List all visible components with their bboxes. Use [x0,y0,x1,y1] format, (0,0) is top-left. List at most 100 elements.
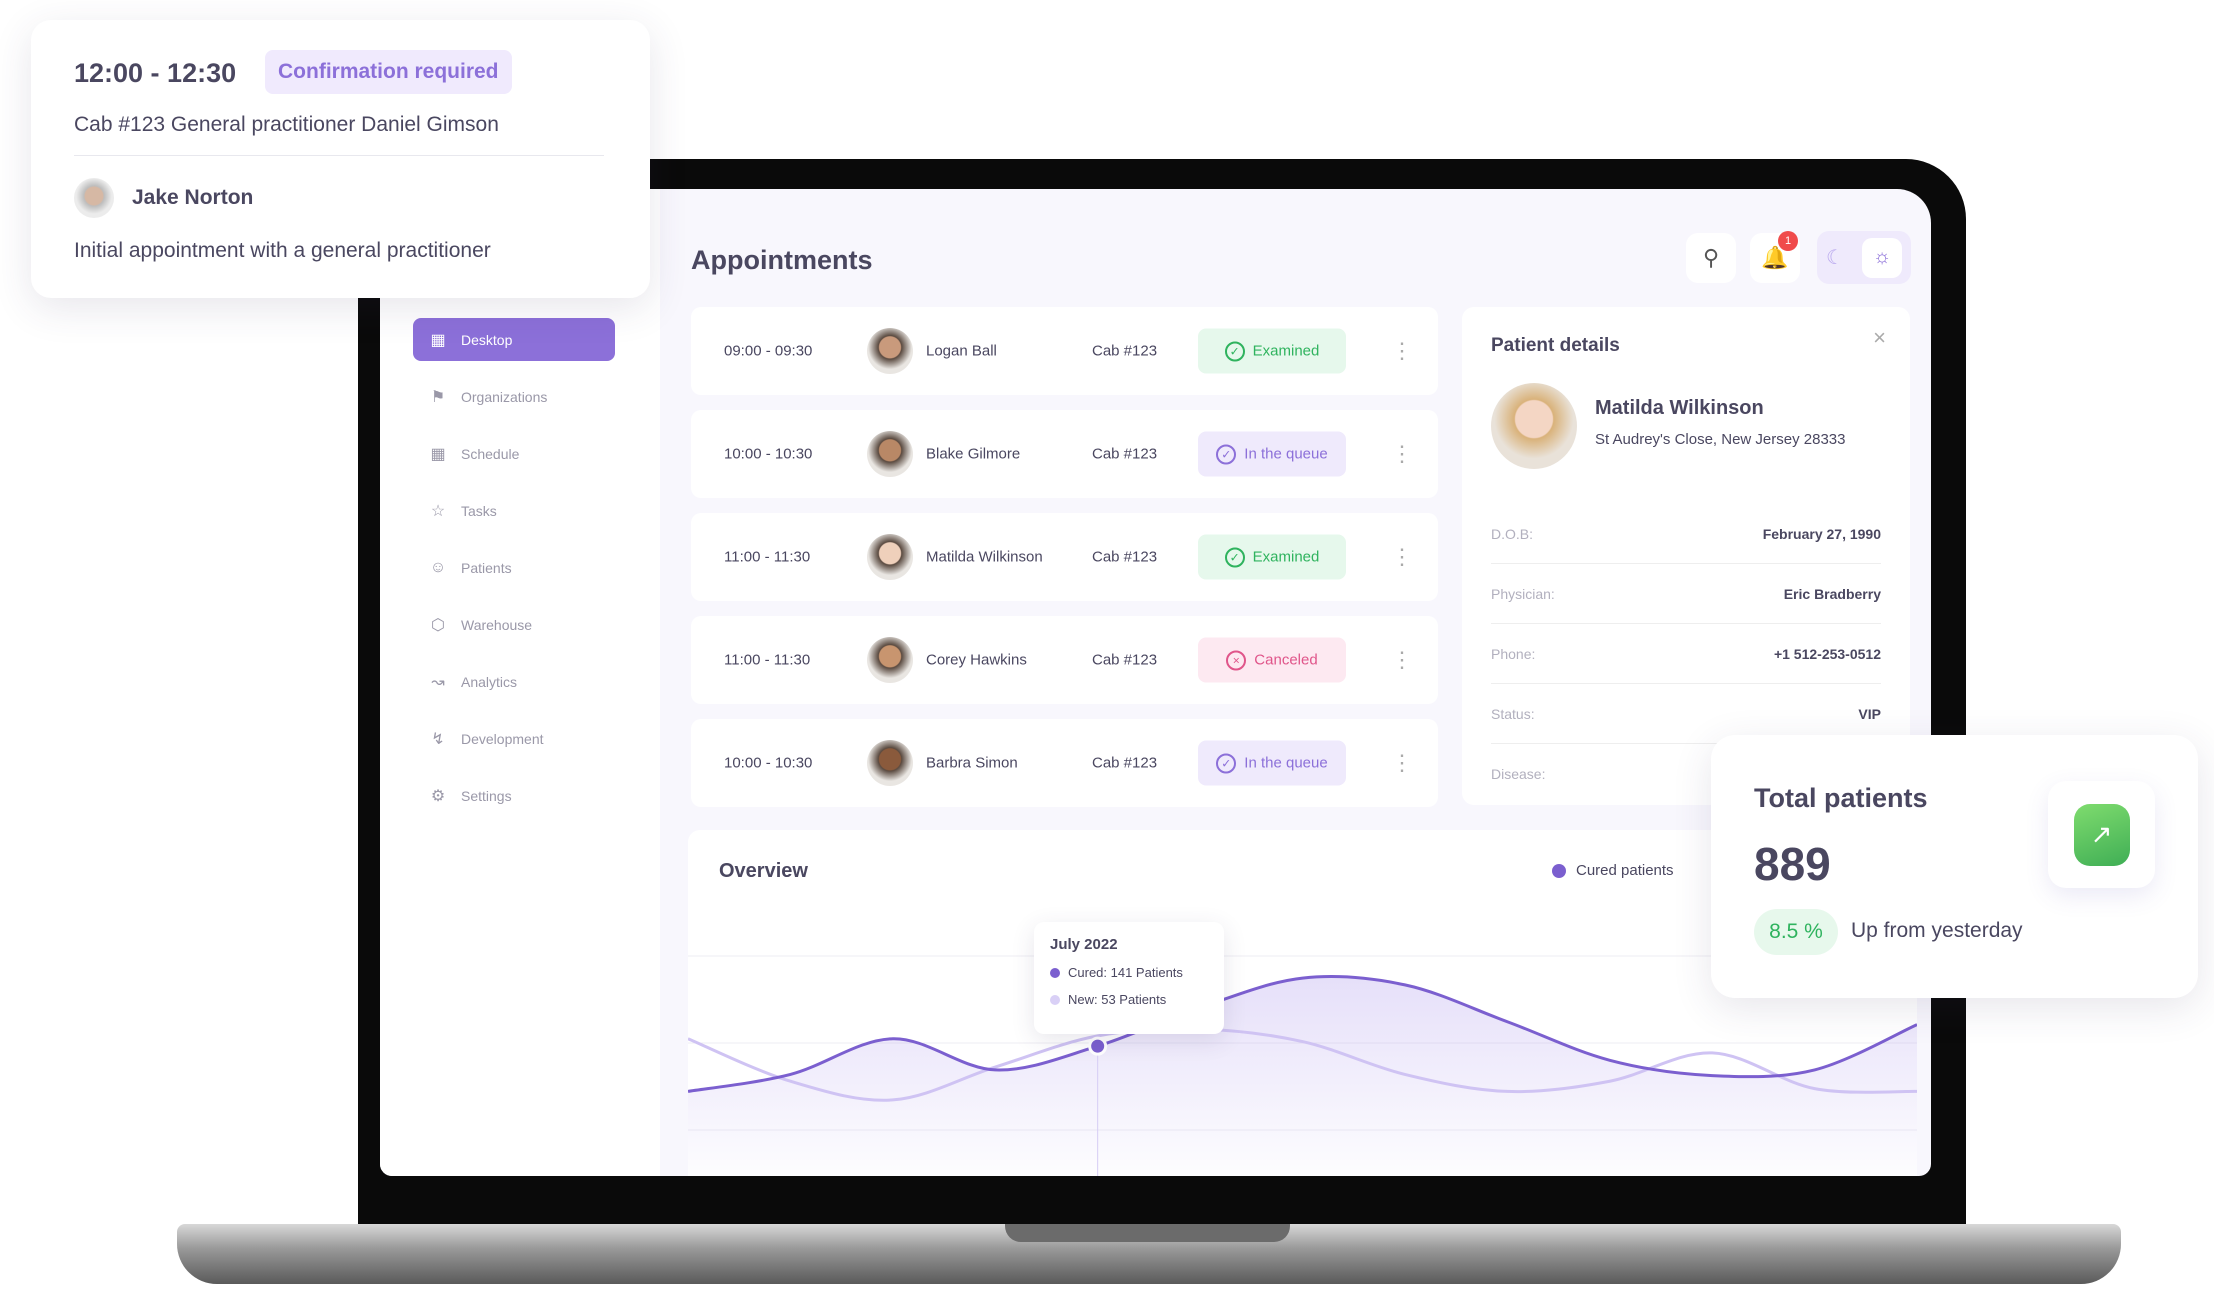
patient-avatar [867,637,913,683]
patient-name: Blake Gilmore [926,445,1021,463]
patient-address: St Audrey's Close, New Jersey 28333 [1595,431,1846,448]
status-label: Examined [1252,342,1320,360]
theme-toggle[interactable]: ☾ ☼ [1817,231,1911,284]
sidebar-item-organizations[interactable]: ⚑ Organizations [413,375,615,418]
grid-icon: ▦ [430,331,446,349]
patient-details-panel: Patient details × Matilda Wilkinson St A… [1462,307,1910,805]
detail-value: +1 512-253-0512 [1773,645,1881,662]
sidebar-item-label: Settings [461,787,512,804]
patient-name: Matilda Wilkinson [1595,397,1764,419]
detail-value: VIP [1858,705,1881,722]
status-label: Canceled [1254,651,1318,669]
notification-badge: 1 [1778,231,1798,251]
popup-time: 12:00 - 12:30 [74,58,237,88]
sidebar-item-tasks[interactable]: ☆ Tasks [413,489,615,532]
sidebar: ▦ Desktop ⚑ Organizations ▦ Schedule ☆ Tasks ☺ Pa… [380,189,660,1176]
detail-row: Physician: Eric Bradberry [1491,564,1881,624]
laptop-notch [1005,1224,1290,1242]
search-icon: ⚲ [1702,245,1720,270]
more-options-icon[interactable]: ⋮ [1391,544,1413,569]
moon-icon[interactable]: ☾ [1826,247,1844,269]
sidebar-item-development[interactable]: ↯ Development [413,717,615,760]
notifications-button[interactable]: 🔔 1 [1750,231,1800,283]
divider [74,155,604,156]
appointment-row[interactable]: 09:00 - 09:30 Logan Ball Cab #123 ✓ Exami… [691,307,1438,395]
tooltip-cured: Cured: 141 Patients [1068,965,1183,980]
user-icon: ☺ [429,558,447,576]
detail-value: Eric Bradberry [1783,585,1881,602]
search-button[interactable]: ⚲ [1686,233,1736,283]
status-icon: ✓ [1216,753,1237,773]
sidebar-item-schedule[interactable]: ▦ Schedule [413,432,615,475]
status-icon: ✓ [1224,341,1245,361]
tooltip-new: New: 53 Patients [1068,992,1167,1007]
new-series-line [688,1027,1917,1102]
detail-value: February 27, 1990 [1762,525,1881,542]
appointment-time: 11:00 - 11:30 [724,548,811,566]
app-screen: ▦ Desktop ⚑ Organizations ▦ Schedule ☆ Tasks ☺ Pa… [380,189,1931,1176]
detail-key: Physician: [1491,585,1555,602]
chart-legend: Cured patients [1552,862,1674,879]
detail-key: Phone: [1491,645,1536,662]
cabinet: Cab #123 [1092,342,1158,360]
appointment-time: 10:00 - 10:30 [724,754,813,772]
more-options-icon[interactable]: ⋮ [1391,750,1413,775]
more-options-icon[interactable]: ⋮ [1391,647,1413,672]
sun-icon[interactable]: ☼ [1861,237,1902,278]
new-dot [1050,994,1060,1005]
detail-row: Disease: [1491,744,1881,804]
highlight-point[interactable] [1088,1036,1108,1056]
patient-avatar [867,534,913,580]
cured-area [688,976,1917,1176]
detail-key: Status: [1491,705,1535,722]
bolt-icon: ↯ [431,730,445,748]
confirmation-badge: Confirmation required [265,50,512,94]
cabinet: Cab #123 [1092,445,1158,463]
chart-tooltip: July 2022 Cured: 141 Patients New: 53 Pa… [1034,922,1224,1034]
patient-name: Barbra Simon [926,754,1018,772]
sidebar-item-label: Desktop [461,331,513,348]
legend-label: Cured patients [1576,862,1674,879]
cabinet: Cab #123 [1092,754,1158,772]
status-label: In the queue [1244,754,1328,772]
detail-key: Disease: [1491,766,1546,782]
gear-icon: ⚙ [430,787,446,805]
patient-name: Matilda Wilkinson [926,548,1043,566]
appointment-row[interactable]: 11:00 - 11:30 Matilda Wilkinson Cab #123… [691,513,1438,601]
cured-dot [1050,967,1060,978]
popup-note: Initial appointment with a general pract… [74,239,491,262]
status-badge: × Canceled [1198,637,1346,683]
sidebar-item-label: Analytics [461,673,518,690]
detail-row: D.O.B: February 27, 1990 [1491,504,1881,564]
sidebar-item-warehouse[interactable]: ⬡ Warehouse [413,603,615,646]
sidebar-item-analytics[interactable]: ↝ Analytics [413,660,615,703]
appointment-row[interactable]: 10:00 - 10:30 Barbra Simon Cab #123 ✓ In … [691,719,1438,807]
appointment-row[interactable]: 10:00 - 10:30 Blake Gilmore Cab #123 ✓ In… [691,410,1438,498]
detail-row: Status: VIP [1491,684,1881,744]
tooltip-title: July 2022 [1050,936,1118,953]
close-icon[interactable]: × [1873,325,1886,350]
sidebar-item-desktop[interactable]: ▦ Desktop [413,318,615,361]
patient-name: Corey Hawkins [926,651,1027,669]
patient-avatar [1491,383,1577,469]
sidebar-item-label: Tasks [461,502,497,519]
more-options-icon[interactable]: ⋮ [1391,441,1413,466]
cabinet: Cab #123 [1092,651,1158,669]
legend-dot [1552,863,1566,878]
total-patients-card: Total patients 889 8.5 % Up from yesterd… [1711,735,2198,998]
panel-title: Patient details [1491,335,1620,356]
more-options-icon[interactable]: ⋮ [1391,338,1413,363]
detail-row: Phone: +1 512-253-0512 [1491,624,1881,684]
status-badge: ✓ In the queue [1198,740,1346,786]
sidebar-item-settings[interactable]: ⚙ Settings [413,774,615,817]
popup-details: Cab #123 General practitioner Daniel Gim… [74,113,499,136]
status-label: In the queue [1244,445,1328,463]
status-icon: ✓ [1216,444,1237,464]
appointment-time: 09:00 - 09:30 [724,342,813,360]
status-badge: ✓ Examined [1198,534,1346,580]
trend-icon: ↗ [2048,781,2155,888]
sidebar-item-patients[interactable]: ☺ Patients [413,546,615,589]
appointment-popup[interactable]: 12:00 - 12:30 Confirmation required Cab … [31,20,650,298]
status-badge: ✓ In the queue [1198,431,1346,477]
appointment-row[interactable]: 11:00 - 11:30 Corey Hawkins Cab #123 × Ca… [691,616,1438,704]
